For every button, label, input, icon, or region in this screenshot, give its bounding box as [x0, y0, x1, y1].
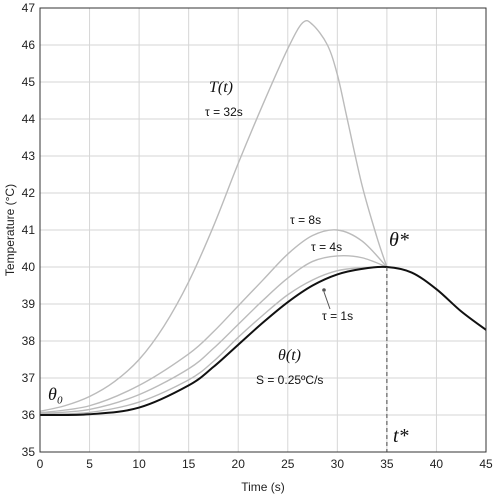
y-tick-label: 40	[22, 260, 36, 274]
annotation-theta-t: θ(t)	[278, 347, 301, 364]
series-line--1s	[39, 266, 387, 415]
y-tick-label: 45	[22, 75, 36, 89]
series-line--t-	[39, 265, 487, 417]
y-tick-label: 47	[22, 1, 36, 15]
x-tick-label: 10	[132, 457, 146, 471]
annotation-tau-8: τ = 8s	[290, 213, 321, 227]
x-tick-label: 40	[430, 457, 444, 471]
x-axis-title: Time (s)	[241, 480, 285, 494]
x-tick-label: 30	[331, 457, 345, 471]
annotation-tau-1: τ = 1s	[322, 309, 353, 323]
y-tick-label: 43	[22, 149, 36, 163]
x-tick-label: 25	[281, 457, 295, 471]
y-tick-label: 42	[22, 186, 36, 200]
plot-frame	[39, 7, 487, 453]
annotation-theta-zero: θ₀	[48, 384, 63, 404]
series-line--4s	[39, 254, 388, 415]
y-tick-label: 44	[22, 112, 36, 126]
x-tick-label: 0	[37, 457, 44, 471]
x-tick-label: 20	[232, 457, 246, 471]
x-tick-label: 45	[479, 457, 493, 471]
annotation-t-of-t: T(t)	[209, 79, 233, 96]
x-tick-label: 35	[380, 457, 394, 471]
y-tick-label: 46	[22, 38, 36, 52]
y-tick-label: 38	[22, 334, 36, 348]
y-axis-title: Temperature (°C)	[3, 184, 17, 276]
y-tick-labels: 35 36 37 38 39 40 41 42 43 44 45 46 47	[22, 1, 36, 459]
y-tick-label: 39	[22, 297, 36, 311]
annotation-theta-star: θ*	[389, 229, 409, 251]
annotation-heating-rate: S = 0.25ºC/s	[256, 373, 323, 387]
y-tick-label: 41	[22, 223, 36, 237]
tau-1-pointer-dot	[322, 288, 326, 292]
x-tick-label: 15	[182, 457, 196, 471]
annotation-tau-32: τ = 32s	[205, 105, 243, 119]
series-line-t-t-32s	[39, 19, 388, 412]
series-layer	[39, 19, 487, 417]
y-tick-label: 35	[22, 445, 36, 459]
x-tick-label: 5	[86, 457, 93, 471]
y-tick-label: 37	[22, 371, 36, 385]
annotation-tau-4: τ = 4s	[311, 240, 342, 254]
tau-1-pointer	[323, 291, 331, 310]
y-tick-label: 36	[22, 408, 36, 422]
x-tick-labels: 0 5 10 15 20 25 30 35 40 45	[37, 457, 493, 471]
annotation-t-star: t*	[393, 425, 409, 447]
series-line--8s	[39, 229, 388, 414]
